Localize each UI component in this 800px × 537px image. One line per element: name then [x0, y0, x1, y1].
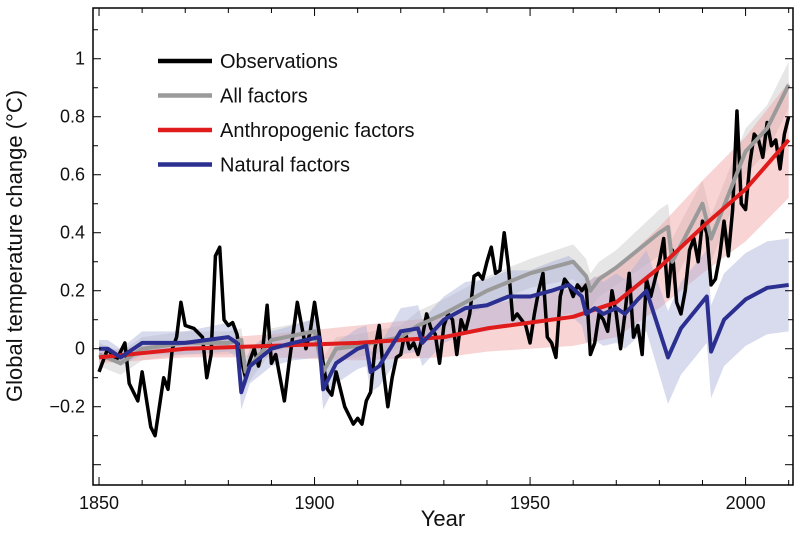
y-tick-label: 0.4	[60, 223, 85, 243]
y-tick-label: −0.2	[49, 397, 85, 417]
y-tick-label: 0.6	[60, 165, 85, 185]
legend-label: Natural factors	[220, 155, 350, 177]
x-tick-label: 1900	[295, 493, 335, 513]
line-all-factors	[98, 83, 791, 374]
y-axis-label: Global temperature change (°C)	[2, 90, 27, 402]
x-axis-label: Year	[421, 506, 465, 531]
legend: Observations All factors Anthropogenic fac…	[158, 51, 415, 177]
y-axis: −0.2 0 0.2 0.4 0.6 0.8 1	[49, 29, 793, 466]
y-tick-label: 1	[75, 49, 85, 69]
x-tick-label: 1950	[510, 493, 550, 513]
band-anthropogenic-factors	[99, 81, 789, 364]
legend-label: All factors	[220, 86, 308, 108]
y-tick-label: 0.8	[60, 107, 85, 127]
y-tick-label: 0.2	[60, 281, 85, 301]
legend-label: Observations	[220, 51, 338, 73]
line-anthropogenic-factors	[98, 138, 791, 360]
legend-label: Anthropogenic factors	[220, 120, 415, 142]
x-tick-label: 2000	[726, 493, 766, 513]
plot-frame	[92, 7, 794, 486]
x-axis: 1850 1900 1950 2000	[79, 8, 790, 513]
line-natural-factors	[99, 282, 789, 395]
line-observations	[97, 109, 791, 438]
x-tick-label: 1850	[79, 493, 119, 513]
series-lines	[97, 83, 791, 438]
y-tick-label: 0	[75, 339, 85, 359]
